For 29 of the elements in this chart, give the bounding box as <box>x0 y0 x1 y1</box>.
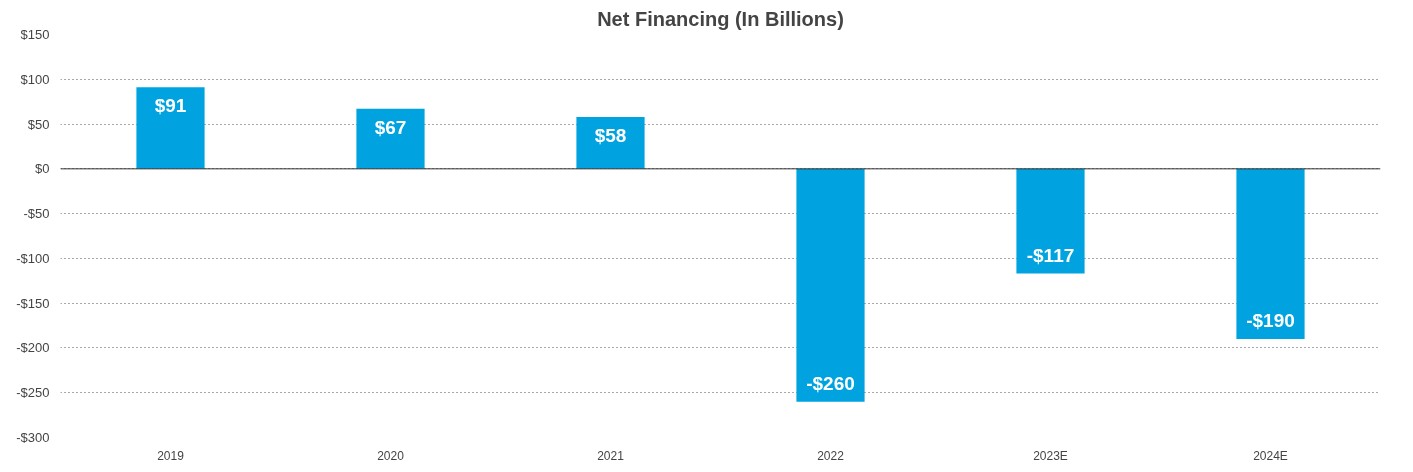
x-tick-label: 2024E <box>1253 448 1288 463</box>
bar <box>576 116 645 169</box>
y-tick-label: -$150 <box>16 295 50 311</box>
y-tick-label: -$300 <box>16 430 50 445</box>
bar <box>1016 168 1085 274</box>
y-tick-label: -$50 <box>23 206 50 222</box>
bar <box>136 87 205 169</box>
x-tick-label: 2023E <box>1033 448 1068 463</box>
bar <box>796 168 865 402</box>
x-tick-label: 2022 <box>817 448 845 463</box>
y-tick-label: $0 <box>35 161 50 177</box>
x-tick-label: 2019 <box>157 448 185 463</box>
bar <box>1236 168 1305 339</box>
bar <box>356 108 425 169</box>
data-label: -$190 <box>1246 309 1295 331</box>
data-label: $58 <box>594 124 627 146</box>
data-label: $91 <box>154 95 187 117</box>
data-label: -$117 <box>1026 244 1075 266</box>
x-tick-label: 2020 <box>377 448 405 463</box>
chart-title: Net Financing (In Billions) <box>597 7 844 30</box>
y-tick-label: -$250 <box>16 385 50 401</box>
data-label: $67 <box>374 116 407 138</box>
y-tick-label: $50 <box>27 116 50 132</box>
y-tick-label: $100 <box>20 71 50 87</box>
y-tick-label: -$200 <box>16 340 50 356</box>
x-tick-label: 2021 <box>597 448 625 463</box>
data-label: -$260 <box>806 372 855 394</box>
y-tick-label: -$100 <box>16 250 50 266</box>
y-tick-label: $150 <box>20 27 50 42</box>
